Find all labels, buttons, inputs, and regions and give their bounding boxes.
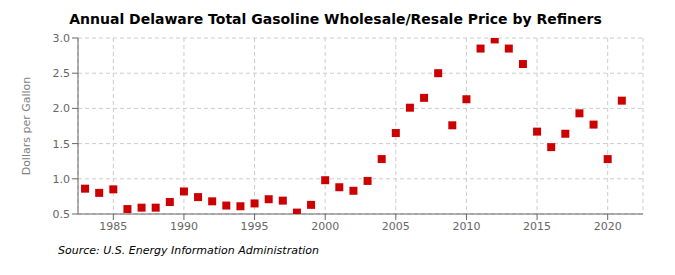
svg-text:2.5: 2.5: [53, 67, 71, 80]
svg-text:2005: 2005: [382, 220, 410, 233]
svg-text:2.0: 2.0: [53, 102, 71, 115]
html-text:Source: U.S. Energy Informatio: Source: U.S. Energy Information Administ…: [58, 244, 319, 257]
svg-text:2015: 2015: [523, 220, 551, 233]
svg-text:1985: 1985: [99, 220, 127, 233]
svg-text:3.0: 3.0: [53, 32, 71, 45]
svg-text:Dollars per Gallon: Dollars per Gallon: [20, 77, 33, 176]
svg-text:2020: 2020: [594, 220, 622, 233]
svg-text:2010: 2010: [452, 220, 480, 233]
html-text:Annual Delaware Total Gasoline: Annual Delaware Total Gasoline Wholesale…: [69, 11, 602, 27]
svg-text:1995: 1995: [241, 220, 269, 233]
svg-text:1.0: 1.0: [53, 173, 71, 186]
svg-text:2000: 2000: [311, 220, 339, 233]
svg-text:1.5: 1.5: [53, 138, 71, 151]
svg-text:1990: 1990: [170, 220, 198, 233]
svg-text:0.5: 0.5: [53, 208, 71, 221]
